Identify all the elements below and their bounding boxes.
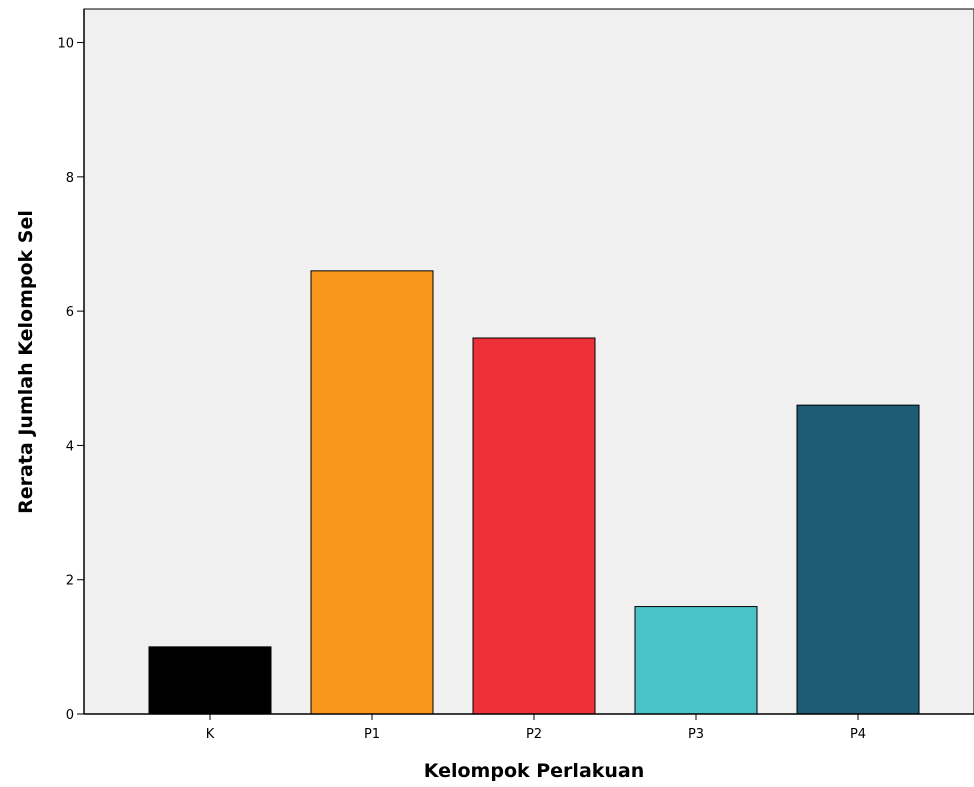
bar-p1 [310, 270, 434, 715]
x-tick-label-p1: P1 [364, 727, 380, 742]
y-tick-label: 8 [66, 171, 74, 186]
y-tick-label: 2 [66, 574, 74, 589]
bar-p4 [796, 404, 920, 715]
x-tick-label-p2: P2 [526, 727, 542, 742]
x-tick-label-k: K [206, 727, 215, 742]
y-tick-label: 6 [66, 305, 74, 320]
bar-k [148, 646, 272, 715]
y-axis-ticks: 0 2 4 6 8 10 [57, 37, 84, 723]
y-tick-label: 0 [66, 708, 74, 723]
x-axis-ticks: K P1 P2 P3 P4 [206, 714, 866, 742]
bars-group [148, 270, 920, 715]
x-axis-title: Kelompok Perlakuan [424, 760, 645, 782]
bar-p3 [634, 606, 758, 715]
x-tick-label-p3: P3 [688, 727, 704, 742]
bar-p2 [472, 337, 596, 715]
x-tick-label-p4: P4 [850, 727, 866, 742]
y-tick-label: 4 [66, 439, 74, 454]
y-axis-title: Rerata Jumlah Kelompok Sel [15, 210, 37, 514]
y-tick-label: 10 [57, 37, 74, 52]
